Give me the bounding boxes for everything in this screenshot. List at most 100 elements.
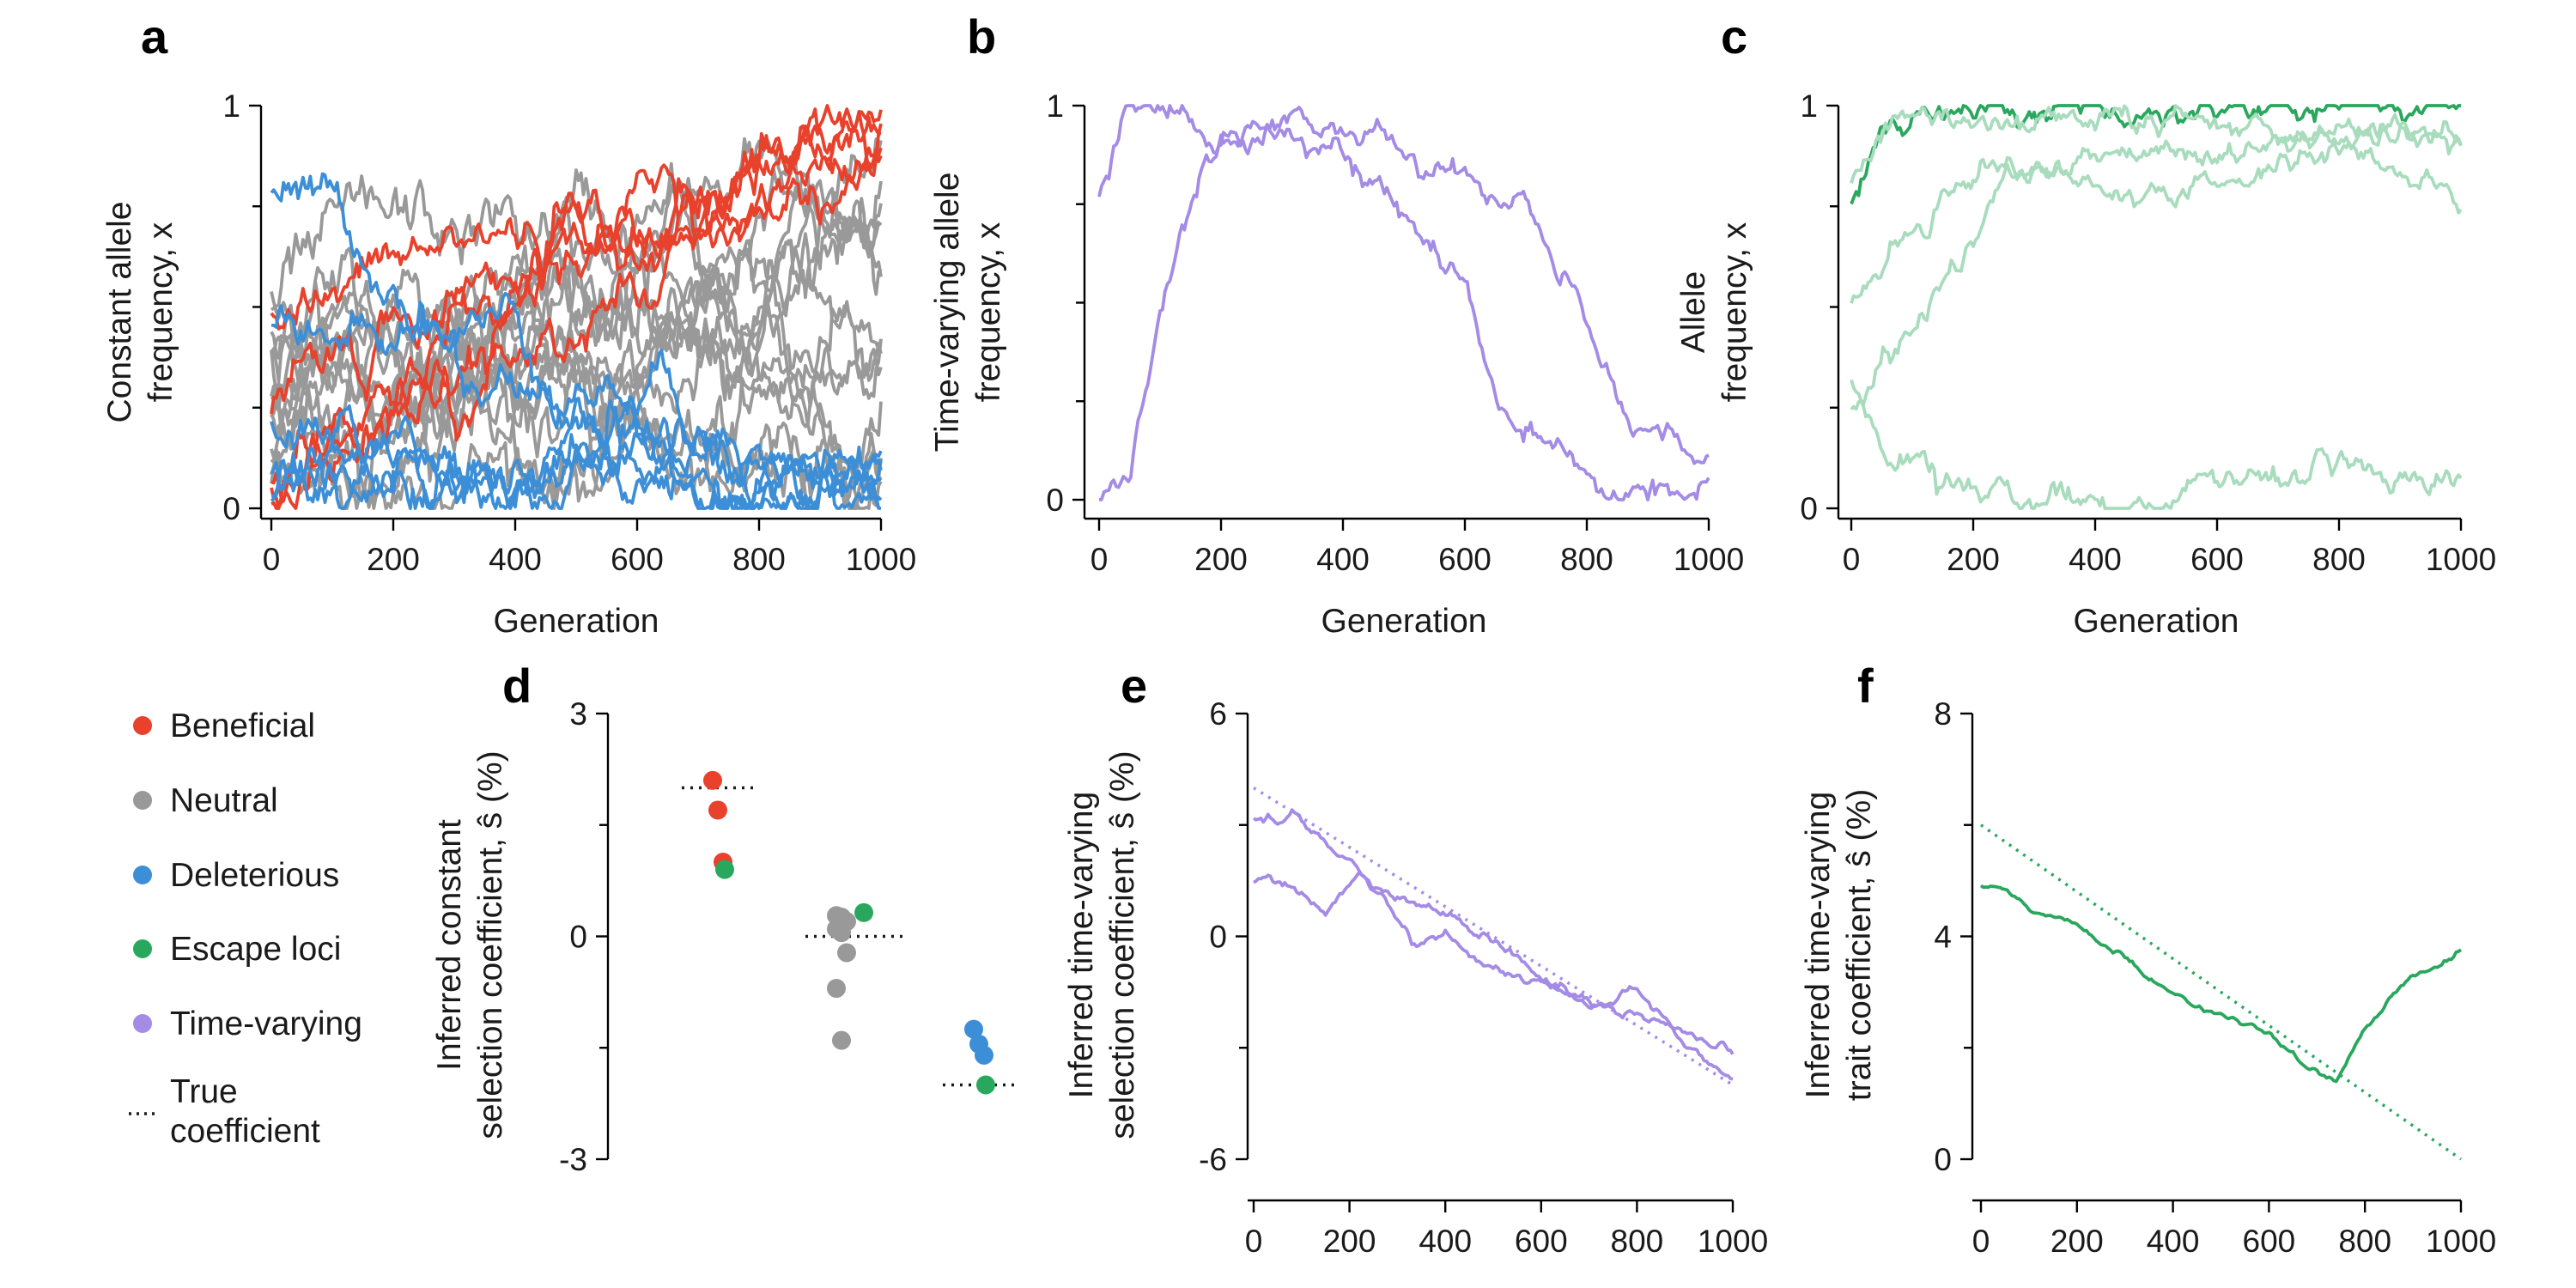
x-tick-label-b: 0 [1091, 542, 1109, 577]
y-tick-label-d: 3 [569, 696, 587, 732]
x-tick-label-a: 1000 [846, 542, 916, 577]
series-line-escape_light [1850, 104, 2463, 184]
point-neutral [832, 1030, 851, 1050]
legend-marker-neutral [133, 791, 152, 810]
true-coefficient-line [1979, 823, 2463, 1161]
y-tick-label-a: 1 [222, 88, 240, 124]
legend-label-deleterious: Deleterious [170, 857, 339, 894]
x-tick-label-a: 200 [367, 542, 420, 577]
point-beneficial [703, 770, 722, 790]
legend-label-time-varying: Time-varying [170, 1005, 362, 1042]
x-tick-label-f: 1000 [2426, 1224, 2496, 1259]
series-line-time_varying [1253, 871, 1734, 1081]
x-axis-label-a: Generation [494, 603, 659, 640]
x-tick-label-e: 800 [1611, 1224, 1664, 1259]
legend-marker-time-varying [133, 1014, 152, 1033]
x-tick-label-a: 800 [732, 542, 786, 577]
y-tick-label-d: 0 [569, 920, 587, 955]
panel-label-b: b [967, 9, 996, 64]
panel-c: 0 1 0 200 400 600 800 1000 Generation Allele frequ… [1675, 88, 2496, 640]
y-axis-label-d-1: Inferred constant [431, 819, 468, 1071]
point-neutral [827, 979, 846, 999]
x-tick-label-f: 600 [2243, 1224, 2296, 1259]
series-line-escape [1850, 104, 2461, 205]
point-beneficial [715, 860, 734, 879]
point-neutral [837, 943, 856, 963]
legend-marker-beneficial [133, 716, 152, 735]
true-coefficient-line [1253, 787, 1734, 1086]
y-tick-label-e: -6 [1199, 1142, 1227, 1177]
x-tick-label-e: 200 [1323, 1224, 1376, 1259]
y-axis-label-c-1: Allele [1675, 271, 1712, 353]
series-line-beneficial [270, 110, 883, 510]
series-line-neutral [270, 136, 883, 312]
x-tick-label-f: 400 [2147, 1224, 2200, 1259]
point-deleterious [975, 1045, 993, 1065]
panel-b: 0 1 0 200 400 600 800 1000 Generation Time-varyin… [929, 88, 1744, 640]
legend-label-beneficial: Beneficial [170, 708, 315, 744]
x-axis-label-b: Generation [1321, 603, 1487, 640]
point-deleterious [964, 1019, 983, 1039]
x-tick-label-f: 0 [1972, 1224, 1990, 1259]
legend-label-escape: Escape loci [170, 931, 341, 968]
x-axis-label-f: Generation [2138, 1285, 2304, 1288]
series-line-deleterious [270, 172, 883, 510]
point-beneficial [708, 800, 727, 820]
x-tick-label-a: 400 [489, 542, 542, 577]
series-line-deleterious [270, 419, 883, 510]
series-line-time_varying [1253, 808, 1735, 1055]
x-tick-label-c: 0 [1843, 542, 1861, 577]
x-tick-label-b: 600 [1438, 542, 1492, 577]
y-axis-label-c-2: frequency, x [1716, 222, 1753, 402]
y-tick-label-a: 0 [222, 491, 240, 526]
y-axis-label-b-1: Time-varying allele [929, 173, 966, 453]
y-axis-label-e-1: Inferred time-varying [1063, 792, 1100, 1099]
x-axis-label-e: Generation [1411, 1285, 1577, 1288]
series-line-escape_light [1850, 141, 2463, 304]
x-axis-label-c: Generation [2074, 603, 2239, 640]
series-line-escape [1979, 884, 2463, 1084]
x-tick-label-b: 200 [1194, 542, 1248, 577]
series-line-deleterious [270, 432, 883, 510]
panel-f: 0 4 8 0 200 400 600 800 1000 Generation Inferred t… [1800, 696, 2496, 1288]
y-tick-label-d: -3 [559, 1142, 587, 1177]
y-tick-label-e: 6 [1209, 696, 1227, 732]
x-tick-label-e: 1000 [1698, 1224, 1768, 1259]
y-axis-label-a-1: Constant allele [101, 202, 138, 423]
y-axis-label-e-2: selection coefficient, ŝ (%) [1104, 750, 1141, 1139]
series-line-escape_light [1850, 379, 2463, 510]
x-tick-label-e: 0 [1245, 1224, 1263, 1259]
y-tick-label-b: 0 [1046, 483, 1064, 518]
x-tick-label-e: 400 [1419, 1224, 1472, 1259]
y-axis-label-f-2: trait coefficient, ŝ (%) [1841, 789, 1878, 1101]
legend-label-true-1: True [170, 1073, 238, 1110]
x-tick-label-c: 200 [1947, 542, 2000, 577]
x-tick-label-f: 200 [2050, 1224, 2104, 1259]
y-tick-label-b: 1 [1046, 88, 1064, 124]
y-tick-label-c: 1 [1800, 88, 1818, 124]
x-tick-label-c: 400 [2069, 542, 2122, 577]
series-line-beneficial [270, 147, 883, 500]
legend-label-neutral: Neutral [170, 782, 278, 819]
x-tick-label-c: 1000 [2426, 542, 2496, 577]
point-deleterious [976, 1075, 995, 1095]
point-neutral [854, 902, 873, 922]
y-axis-label-b-2: frequency, x [970, 222, 1007, 402]
legend-marker-deleterious [133, 866, 152, 884]
y-axis-label-f-1: Inferred time-varying [1800, 792, 1837, 1099]
x-tick-label-b: 800 [1560, 542, 1613, 577]
panel-d: -3 0 3 Inferred constant selection coefficie… [431, 696, 1015, 1177]
legend-marker-escape [133, 939, 152, 958]
x-tick-label-c: 800 [2312, 542, 2366, 577]
x-tick-label-b: 1000 [1674, 542, 1744, 577]
y-tick-label-c: 0 [1800, 491, 1818, 526]
series-line-time_varying [1098, 106, 1710, 501]
series-line-beneficial [270, 109, 883, 415]
legend-label-true-2: coefficient [170, 1113, 320, 1150]
x-tick-label-e: 600 [1515, 1224, 1568, 1259]
x-tick-label-a: 0 [263, 542, 281, 577]
y-axis-label-a-2: frequency, x [143, 222, 179, 402]
panel-label-c: c [1721, 9, 1747, 64]
point-neutral [832, 923, 851, 943]
